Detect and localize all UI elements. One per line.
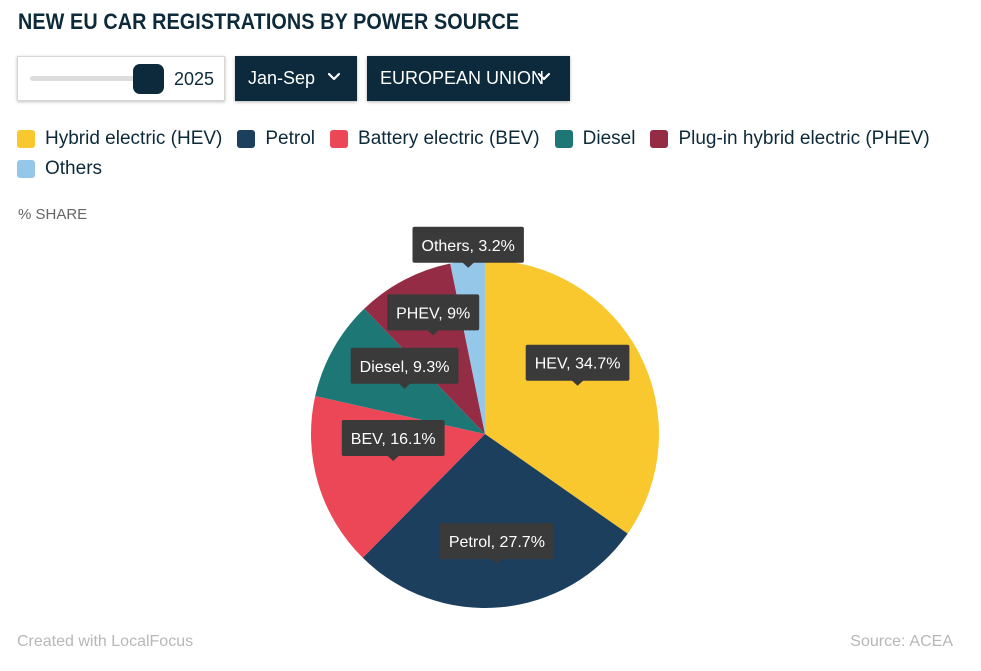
legend-swatch [554, 130, 573, 148]
period-dropdown[interactable]: Jan-Sep [235, 56, 357, 101]
pie-slice-petrol[interactable] [362, 434, 628, 608]
legend-swatch [17, 130, 35, 148]
legend-swatch [650, 130, 669, 148]
data-label-diesel: Diesel, 9.3% [350, 347, 459, 389]
legend-label: Petrol [265, 128, 316, 149]
pie-slice-hev[interactable] [485, 260, 659, 534]
data-label-pointer [462, 262, 475, 268]
period-dropdown-label: Jan-Sep [248, 68, 316, 88]
chevron-down-icon [327, 72, 341, 81]
data-label-text: HEV, 34.7% [535, 356, 621, 373]
legend-item[interactable]: Battery electric (BEV) [330, 128, 540, 150]
region-dropdown[interactable]: EUROPEAN UNION [367, 56, 570, 101]
legend-item[interactable]: Diesel [554, 128, 636, 150]
chart-title: NEW EU CAR REGISTRATIONS BY POWER SOURCE [18, 9, 520, 34]
data-label-bev: BEV, 16.1% [341, 420, 445, 461]
chevron-down-icon [537, 72, 551, 81]
data-label-box [525, 344, 630, 381]
legend-item[interactable]: Hybrid electric (HEV) [17, 128, 222, 150]
year-value: 2025 [174, 69, 215, 89]
data-label-pointer [398, 383, 411, 389]
year-slider[interactable]: 2025 [17, 56, 225, 101]
data-label-box [350, 347, 459, 384]
legend-item[interactable]: Others [17, 158, 102, 180]
legend-swatch [237, 130, 256, 148]
legend-item[interactable]: Petrol [237, 128, 315, 150]
data-label-pointer [571, 380, 584, 386]
data-label-box [439, 523, 554, 559]
data-label-box [387, 294, 480, 331]
legend-swatch [330, 130, 349, 148]
data-label-phev: PHEV, 9% [387, 294, 480, 336]
data-label-text: BEV, 16.1% [351, 431, 436, 448]
source-name: ACEA [909, 633, 953, 650]
region-dropdown-label: EUROPEAN UNION [380, 68, 545, 88]
data-label-text: Petrol, 27.7% [449, 534, 545, 551]
year-slider-handle[interactable] [133, 64, 164, 94]
data-label-pointer [427, 329, 440, 336]
legend-label: Diesel [582, 128, 636, 149]
data-label-text: PHEV, 9% [396, 305, 470, 322]
credit-text[interactable]: Created with LocalFocus [17, 633, 194, 650]
legend-label: Hybrid electric (HEV) [45, 128, 223, 149]
legend-swatch [17, 160, 35, 178]
data-label-others: Others, 3.2% [412, 226, 524, 268]
data-label-text: Others, 3.2% [422, 238, 515, 255]
data-label-box [341, 420, 445, 456]
data-label-box [412, 226, 524, 263]
legend-label: Plug-in hybrid electric (PHEV) [678, 128, 930, 149]
data-label-petrol: Petrol, 27.7% [439, 523, 554, 564]
source-text: Source: ACEA [850, 633, 953, 651]
unit-label: % SHARE [18, 206, 88, 223]
data-label-pointer [490, 558, 503, 564]
data-label-text: Diesel, 9.3% [360, 359, 450, 376]
legend-label: Battery electric (BEV) [358, 128, 540, 149]
legend-item[interactable]: Plug-in hybrid electric (PHEV) [650, 128, 930, 150]
data-label-hev: HEV, 34.7% [525, 344, 630, 386]
source-label: Source: [850, 633, 906, 650]
year-slider-track[interactable] [30, 76, 150, 81]
data-label-pointer [387, 455, 400, 461]
legend-label: Others [45, 158, 103, 179]
chart-legend: Hybrid electric (HEV) Petrol Battery elect… [17, 128, 957, 180]
